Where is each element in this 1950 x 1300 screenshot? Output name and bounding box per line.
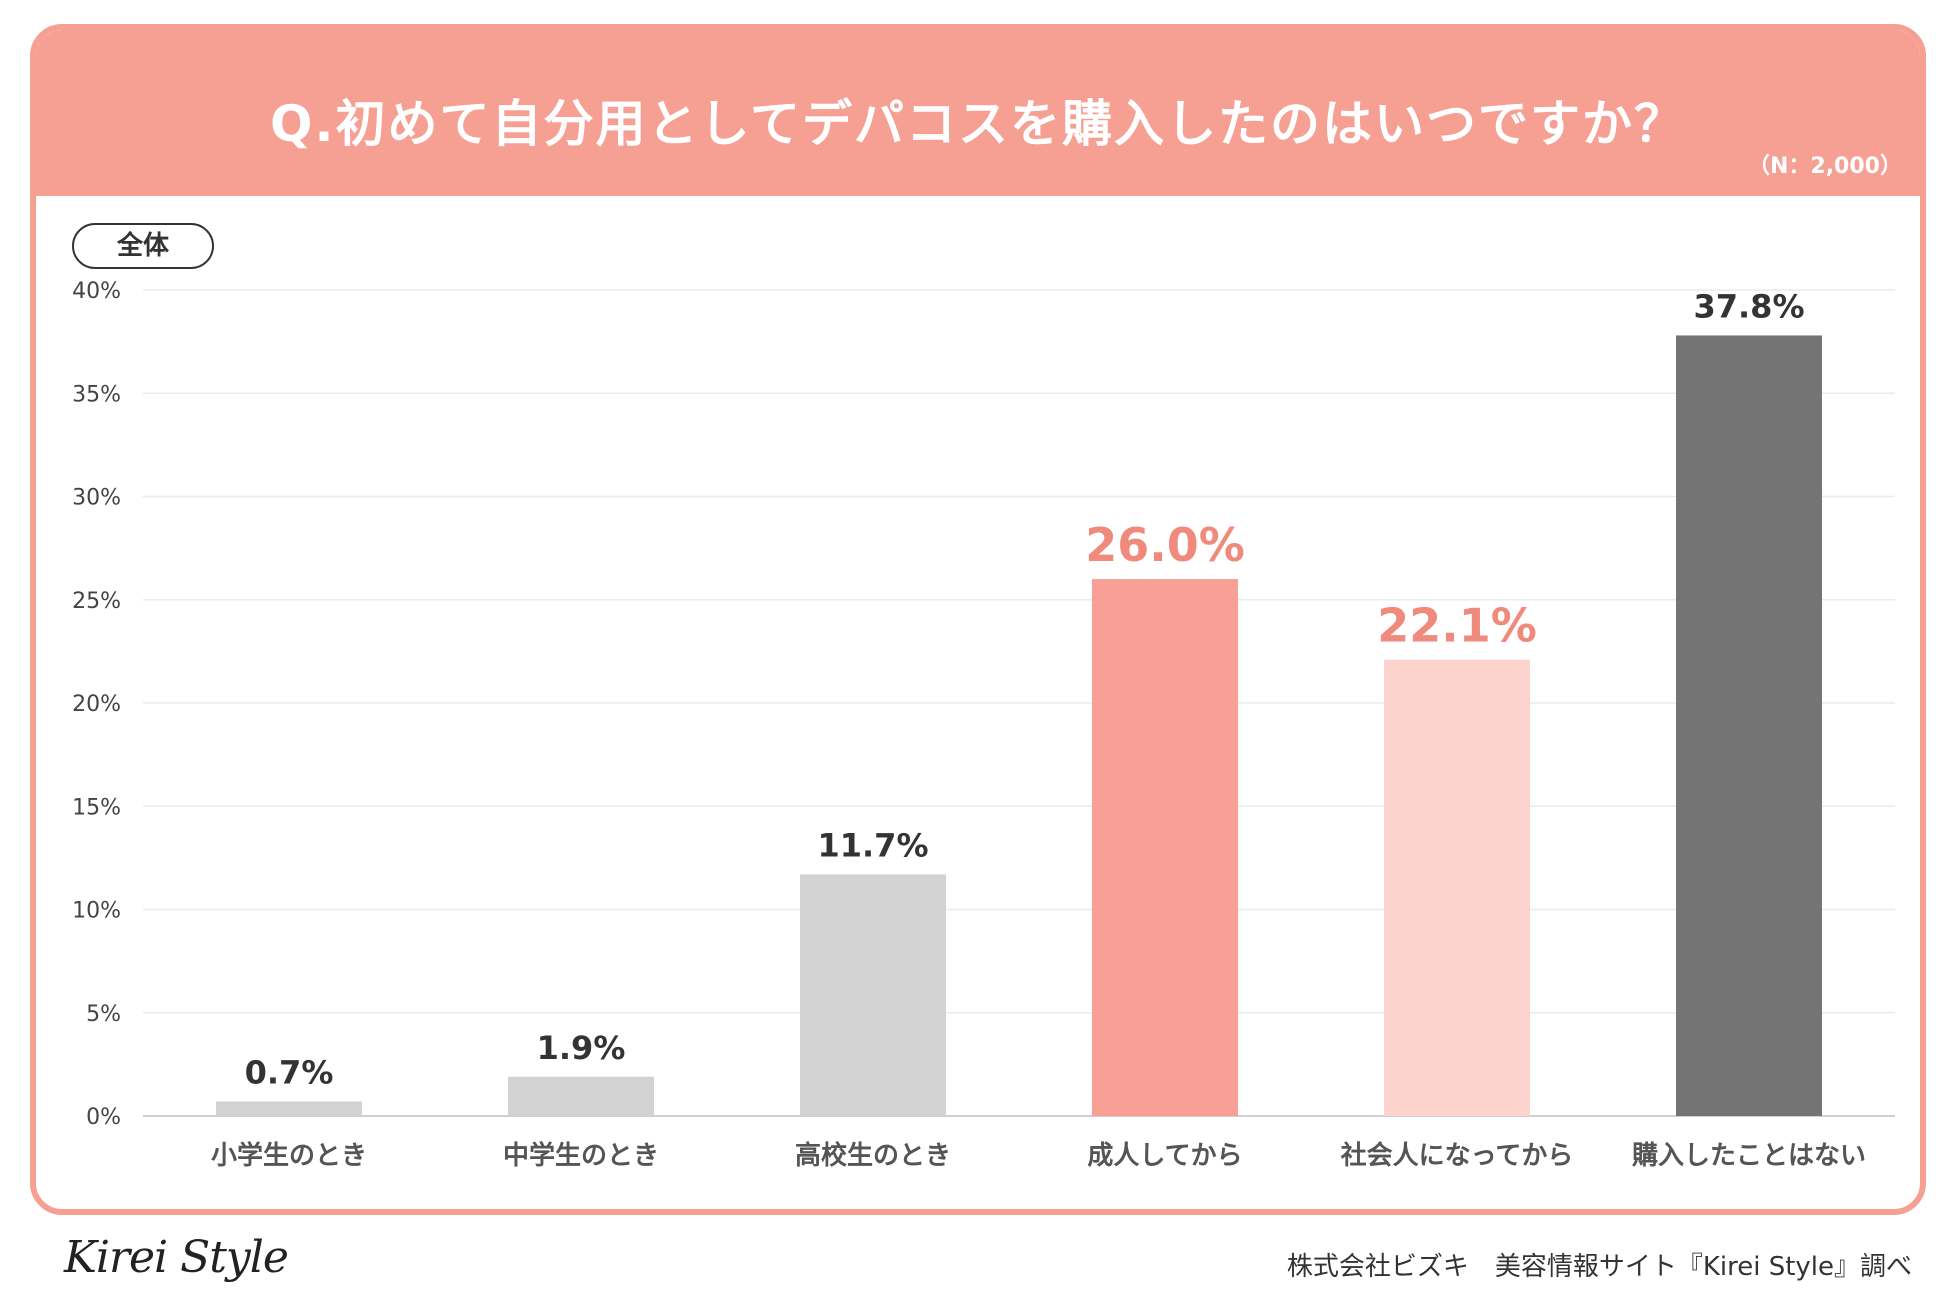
category-label: 成人してから (1087, 1141, 1242, 1171)
chart-card: Q.初めて自分用としてデパコスを購入したのはいつですか？ （N：2,000） 全… (30, 24, 1926, 1215)
category-label: 小学生のとき (211, 1140, 367, 1171)
bar (1092, 579, 1238, 1116)
sample-size: （N：2,000） (1747, 154, 1902, 179)
y-tick-label: 25% (72, 589, 121, 614)
category-label: 高校生のとき (795, 1140, 951, 1171)
source-credit: 株式会社ビズキ 美容情報サイト『Kirei Style』調べ (1286, 1252, 1912, 1282)
title-banner: Q.初めて自分用としてデパコスを購入したのはいつですか？ （N：2,000） (36, 30, 1920, 196)
category-label: 中学生のとき (503, 1140, 659, 1171)
data-label: 0.7% (245, 1054, 334, 1092)
y-tick-label: 10% (72, 899, 121, 924)
bar (800, 874, 946, 1116)
y-tick-label: 30% (72, 486, 121, 511)
y-tick-label: 15% (72, 795, 121, 820)
segment-badge: 全体 (72, 223, 214, 269)
y-tick-label: 20% (72, 692, 121, 717)
y-tick-label: 40% (72, 279, 121, 304)
category-label: 購入したことはない (1632, 1141, 1866, 1171)
brand-logo: Kirei Style (64, 1232, 289, 1283)
y-tick-label: 35% (72, 382, 121, 407)
bar (1384, 659, 1530, 1116)
data-label: 37.8% (1693, 287, 1804, 325)
chart-title: Q.初めて自分用としてデパコスを購入したのはいつですか？ (270, 95, 1686, 153)
y-tick-label: 5% (86, 1002, 121, 1027)
data-label: 11.7% (817, 826, 928, 864)
bar (1676, 335, 1822, 1116)
category-label: 社会人になってから (1341, 1140, 1574, 1171)
bar (508, 1076, 654, 1116)
y-tick-label: 0% (86, 1105, 121, 1130)
data-label: 26.0% (1085, 518, 1245, 572)
data-label: 1.9% (537, 1029, 626, 1067)
bar (216, 1101, 362, 1116)
data-label: 22.1% (1377, 599, 1537, 653)
